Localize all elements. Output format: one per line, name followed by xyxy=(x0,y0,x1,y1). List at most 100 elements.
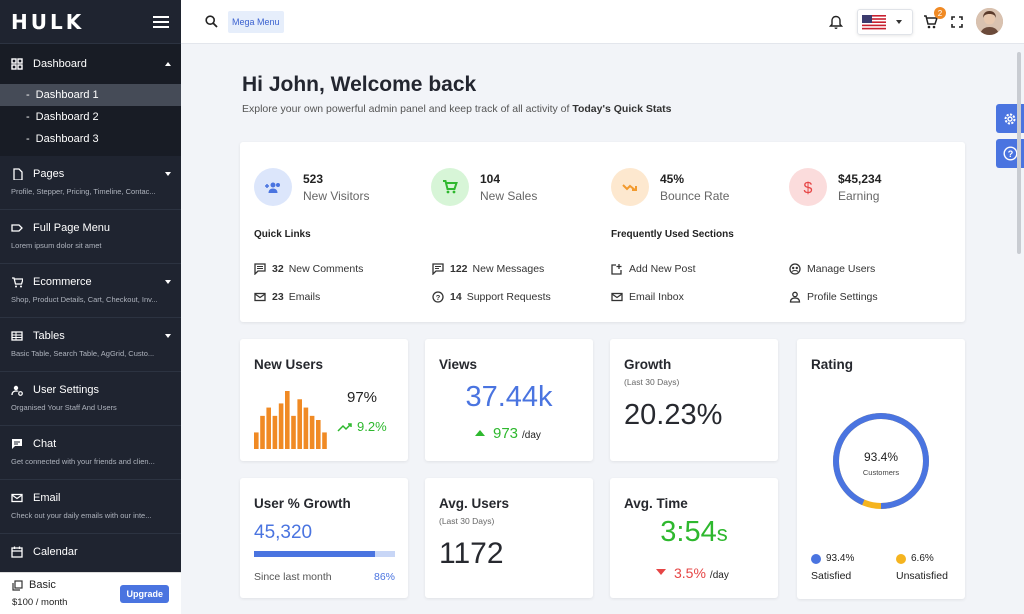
fullscreen-icon[interactable] xyxy=(951,16,963,28)
card-title: Avg. Time xyxy=(624,496,688,511)
stat-label: New Sales xyxy=(480,188,538,203)
frequent-section-profile-settings[interactable]: Profile Settings xyxy=(789,291,878,303)
legend-label: Unsatisfied xyxy=(896,570,948,582)
quick-link-new-messages[interactable]: 122 New Messages xyxy=(432,263,544,275)
page-icon xyxy=(13,168,23,180)
frequent-section-label: Email Inbox xyxy=(629,291,684,303)
page-title: Hi John, Welcome back xyxy=(242,73,477,96)
chevron-down-icon xyxy=(165,334,171,338)
upgrade-button[interactable]: Upgrade xyxy=(120,585,169,603)
avg-time-change: 3.5% /day xyxy=(656,565,729,581)
mega-menu-button[interactable]: Mega Menu xyxy=(228,10,284,33)
email-icon xyxy=(254,291,266,303)
quick-links-title: Quick Links xyxy=(254,229,311,240)
profile-icon xyxy=(789,291,801,303)
views-change: 973 /day xyxy=(475,425,541,442)
sidebar-subitem-dashboard-2[interactable]: - Dashboard 2 xyxy=(0,106,181,128)
sidebar-item-dashboard[interactable]: Dashboard xyxy=(0,44,181,84)
help-icon: ? xyxy=(432,291,444,303)
notification-bell-icon[interactable] xyxy=(829,15,843,30)
chat-icon xyxy=(12,439,22,449)
views-card: Views 37.44k 973 /day xyxy=(425,339,593,461)
card-title: New Users xyxy=(254,357,324,372)
sidebar-subitem-label: Dashboard 2 xyxy=(35,111,99,123)
stat-new-visitors: 523 New Visitors xyxy=(254,168,369,206)
plan-box: Basic $100 / month Upgrade xyxy=(0,572,181,614)
avg-time-card: Avg. Time 3:54s 3.5% /day xyxy=(610,478,778,598)
trending-up-icon xyxy=(337,422,352,432)
legend-dot xyxy=(896,553,906,564)
cart-icon xyxy=(431,168,469,206)
sidebar-subitem-dashboard-1[interactable]: - Dashboard 1 xyxy=(0,84,181,106)
quick-link-emails[interactable]: 23 Emails xyxy=(254,291,320,303)
page-subtitle: Explore your own powerful admin panel an… xyxy=(242,103,672,115)
legend-value: 6.6% xyxy=(911,553,934,564)
scrollbar[interactable] xyxy=(1017,52,1021,254)
legend-label: Satisfied xyxy=(811,570,852,582)
quick-link-label: New Messages xyxy=(472,263,545,275)
logo: HULK xyxy=(11,9,85,34)
sidebar-item-user-settings[interactable]: User Settings Organised Your Staff And Us… xyxy=(0,372,181,426)
sidebar-item-description: Shop, Product Details, Cart, Checkout, I… xyxy=(11,295,158,304)
avatar[interactable] xyxy=(976,8,1003,35)
user-growth-percent: 86% xyxy=(373,571,395,583)
legend-value: 93.4% xyxy=(826,553,855,564)
card-title: Views xyxy=(439,357,478,372)
quick-link-count: 32 xyxy=(272,263,284,275)
frequent-section-add-new-post[interactable]: Add New Post xyxy=(611,263,696,275)
sidebar-item-tables[interactable]: Tables Basic Table, Search Table, AgGrid,… xyxy=(0,318,181,372)
sidebar-item-chat[interactable]: Chat Get connected with your friends and … xyxy=(0,426,181,480)
rating-card: Rating 93.4% Customers 93.4% Satisfied 6.6… xyxy=(797,339,965,599)
sidebar-subitem-label: Dashboard 3 xyxy=(35,133,99,145)
sidebar-item-label: Chat xyxy=(33,438,57,450)
help-icon: ? xyxy=(1002,146,1018,161)
quick-link-label: Support Requests xyxy=(466,291,551,303)
copy-icon xyxy=(12,579,23,591)
sidebar-item-email[interactable]: Email Check out your daily emails with ou… xyxy=(0,480,181,534)
bar xyxy=(260,415,265,449)
email-icon xyxy=(11,493,23,503)
search-icon[interactable] xyxy=(205,15,218,28)
sidebar-item-label: User Settings xyxy=(33,384,100,396)
stat-value: $45,234 xyxy=(838,171,882,186)
views-value: 37.44k xyxy=(465,381,553,413)
sidebar-item-label: Full Page Menu xyxy=(33,222,111,234)
new-users-change: 9.2% xyxy=(337,419,387,434)
cart-icon[interactable] xyxy=(923,15,938,29)
frequent-section-email-inbox[interactable]: Email Inbox xyxy=(611,291,684,303)
user-settings-icon xyxy=(11,385,23,396)
user-growth-footer: Since last month xyxy=(254,571,332,583)
user-growth-value: 45,320 xyxy=(254,522,313,543)
quick-link-new-comments[interactable]: 32 New Comments xyxy=(254,263,363,275)
svg-text:?: ? xyxy=(1007,149,1013,159)
card-title: Rating xyxy=(811,357,853,372)
message-icon xyxy=(432,263,444,275)
frequent-section-manage-users[interactable]: Manage Users xyxy=(789,263,875,275)
add-post-icon xyxy=(611,263,623,275)
progress-track xyxy=(254,551,395,557)
frequent-section-label: Manage Users xyxy=(807,263,876,275)
stat-bounce-rate: 45% Bounce Rate xyxy=(611,168,729,206)
frequent-sections-title: Frequently Used Sections xyxy=(611,229,734,240)
stat-value: 104 xyxy=(480,171,501,186)
sidebar-item-description: Check out your daily emails with our int… xyxy=(11,511,152,520)
email-icon xyxy=(611,291,623,303)
sidebar-item-ecommerce[interactable]: Ecommerce Shop, Product Details, Cart, Ch… xyxy=(0,264,181,318)
header: Mega Menu 2 xyxy=(181,0,1024,44)
sidebar-item-label: Dashboard xyxy=(33,58,87,70)
sidebar-item-pages[interactable]: Pages Profile, Stepper, Pricing, Timeline… xyxy=(0,156,181,210)
sidebar-subitem-dashboard-3[interactable]: - Dashboard 3 xyxy=(0,128,181,156)
dashboard-icon xyxy=(11,58,23,70)
language-select[interactable] xyxy=(857,9,913,35)
calendar-icon xyxy=(11,546,23,558)
avg-users-value: 1172 xyxy=(439,537,504,570)
menu-toggle-icon[interactable] xyxy=(153,15,169,28)
bar xyxy=(322,432,327,449)
legend-dot xyxy=(811,553,821,564)
avg-time-value: 3:54s xyxy=(610,516,778,549)
quick-link-support-requests[interactable]: ? 14 Support Requests xyxy=(432,291,551,303)
sidebar-item-full-page-menu[interactable]: Full Page Menu Lorem ipsum dolor sit amet xyxy=(0,210,181,264)
quick-link-count: 122 xyxy=(450,263,468,275)
change-value: 973 xyxy=(493,425,519,442)
quick-link-label: Emails xyxy=(288,291,321,303)
